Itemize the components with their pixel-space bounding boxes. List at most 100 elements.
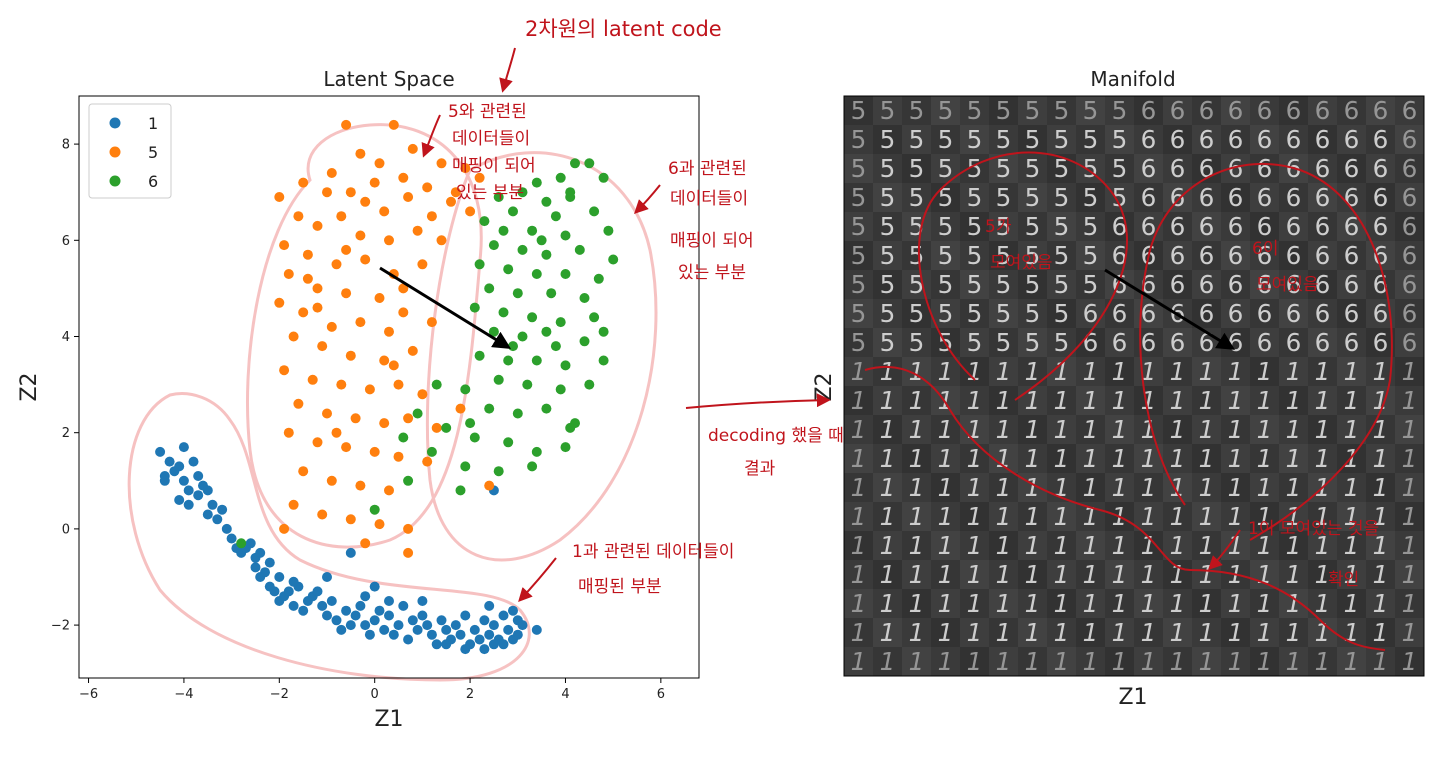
manifold-cell: [1018, 531, 1047, 560]
manifold-cell: [1076, 386, 1105, 415]
point-class-6: [527, 225, 538, 236]
manifold-cell: [902, 154, 931, 183]
manifold-cell: [1395, 618, 1424, 647]
manifold-digit: 1: [1286, 386, 1302, 415]
note-5-gathered-line2: 모여있음: [990, 253, 1053, 273]
manifold-cell: [1192, 212, 1221, 241]
x-tick-label: 6: [657, 687, 665, 702]
manifold-digit: 1: [1083, 589, 1099, 618]
manifold-cell: [989, 618, 1018, 647]
manifold-cell: [931, 560, 960, 589]
point-class-1: [417, 596, 428, 606]
point-class-6: [598, 326, 609, 337]
manifold-digit: 6: [1373, 154, 1389, 183]
manifold-cell: [1337, 647, 1366, 676]
manifold-digit: 6: [1170, 125, 1186, 154]
manifold-cell: [1250, 212, 1279, 241]
point-class-6: [570, 158, 580, 169]
manifold-digit: 1: [996, 589, 1012, 618]
point-class-6: [531, 177, 542, 188]
manifold-digit: 6: [1170, 270, 1186, 299]
manifold-cell: [1192, 125, 1221, 154]
manifold-digit: 1: [1025, 560, 1041, 589]
manifold-cell: [989, 212, 1018, 241]
point-class-5: [436, 235, 447, 246]
manifold-cell: [1395, 299, 1424, 328]
manifold-digit: 5: [938, 183, 954, 212]
manifold-cell: [1105, 154, 1134, 183]
point-class-1: [360, 591, 371, 602]
latent-plot-frame: [78, 95, 700, 679]
manifold-cell: [989, 415, 1018, 444]
manifold-digit: 1: [1025, 415, 1041, 444]
manifold-digit: 1: [1344, 444, 1360, 473]
manifold-cell: [1366, 270, 1395, 299]
point-class-6: [474, 259, 485, 270]
manifold-cell: [1279, 444, 1308, 473]
manifold-cell: [931, 357, 960, 386]
manifold-digit: 5: [1083, 183, 1099, 212]
manifold-digit: 6: [1286, 125, 1302, 154]
manifold-digit: 1: [1199, 473, 1215, 502]
point-class-5: [393, 451, 404, 462]
point-class-6: [589, 312, 600, 323]
manifold-digit: 1: [1112, 444, 1128, 473]
point-class-1: [326, 596, 337, 606]
manifold-digit: 1: [1083, 647, 1099, 676]
manifold-cell: [931, 473, 960, 502]
manifold-cell: [1250, 299, 1279, 328]
manifold-cell: [1250, 270, 1279, 299]
manifold-digit: 5: [1025, 154, 1041, 183]
manifold-cell: [844, 299, 873, 328]
point-class-1: [398, 600, 409, 611]
manifold-digit: 1: [909, 618, 925, 647]
point-class-5: [307, 374, 318, 385]
manifold-cell: [1250, 125, 1279, 154]
manifold-cell: [1308, 212, 1337, 241]
point-class-5: [283, 427, 294, 438]
point-class-6: [579, 336, 590, 347]
manifold-digit: 1: [1025, 589, 1041, 618]
manifold-digit: 5: [1054, 270, 1070, 299]
manifold-digit: 5: [1083, 212, 1099, 241]
manifold-digit: 1: [880, 589, 896, 618]
manifold-cell: [1105, 444, 1134, 473]
manifold-digit: 1: [996, 618, 1012, 647]
manifold-digit: 1: [996, 357, 1012, 386]
manifold-digit: 1: [1344, 415, 1360, 444]
manifold-y-label: Z2: [812, 372, 837, 401]
point-class-1: [269, 586, 280, 597]
manifold-digit: 1: [938, 560, 954, 589]
note-1-gathered-line1: 1이 모여있는 것을: [1248, 519, 1379, 539]
point-class-6: [598, 355, 609, 366]
point-class-5: [312, 437, 323, 448]
manifold-digit: 1: [1083, 560, 1099, 589]
manifold-cell: [873, 299, 902, 328]
manifold-cell: [1018, 444, 1047, 473]
manifold-digit: 6: [1315, 125, 1331, 154]
manifold-digit: 1: [1054, 357, 1070, 386]
manifold-digit: 1: [1286, 473, 1302, 502]
manifold-digit: 6: [1402, 96, 1418, 125]
manifold-cell: [1134, 270, 1163, 299]
manifold-cell: [844, 647, 873, 676]
manifold-cell: [1221, 415, 1250, 444]
manifold-cell: [1047, 415, 1076, 444]
point-class-1: [183, 485, 194, 496]
manifold-cell: [844, 96, 873, 125]
manifold-cell: [1192, 270, 1221, 299]
point-class-1: [531, 624, 542, 635]
manifold-digit: 5: [909, 183, 925, 212]
manifold-cell: [1308, 502, 1337, 531]
manifold-digit: 1: [880, 415, 896, 444]
point-class-5: [283, 269, 294, 279]
point-class-5: [274, 297, 285, 308]
manifold-cell: [1279, 473, 1308, 502]
manifold-digit: 1: [909, 357, 925, 386]
manifold-digit: 6: [1199, 183, 1215, 212]
point-class-5: [355, 148, 366, 159]
manifold-cell: [1395, 154, 1424, 183]
manifold-cell: [873, 415, 902, 444]
point-class-1: [260, 567, 270, 578]
manifold-cell: [1163, 386, 1192, 415]
